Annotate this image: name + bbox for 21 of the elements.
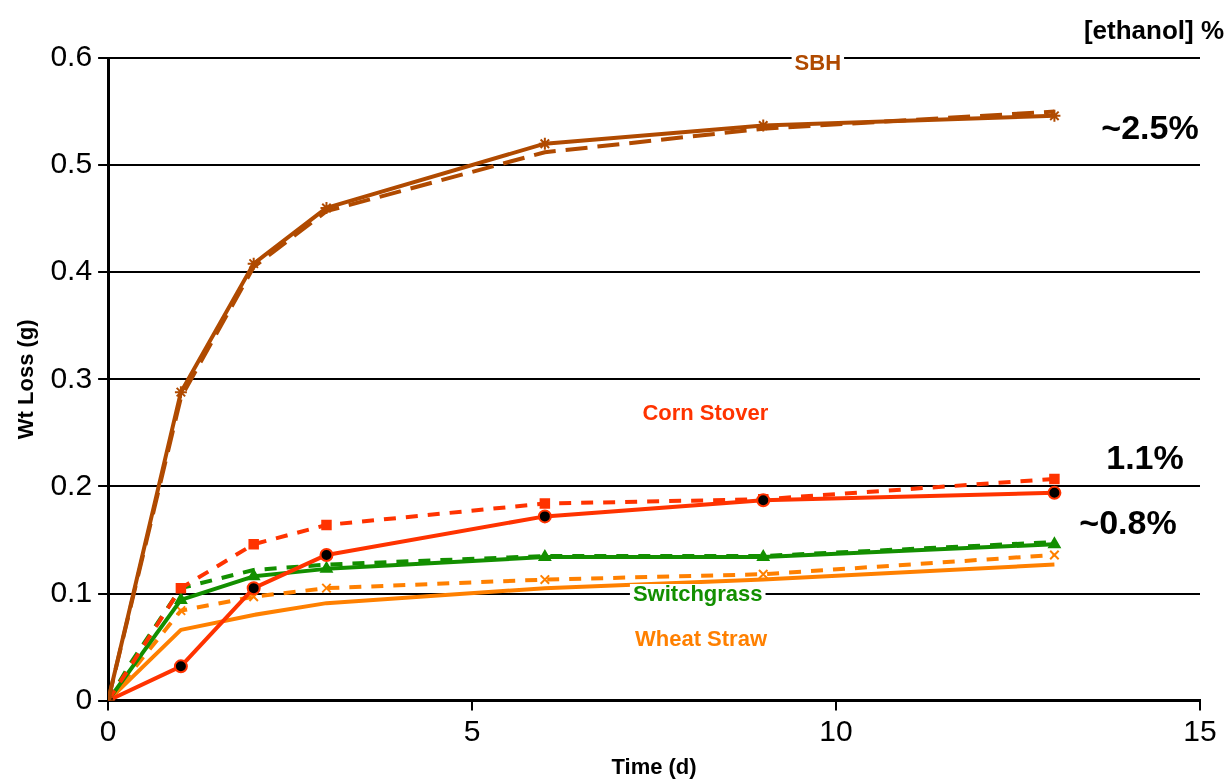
text: [ethanol] % bbox=[1083, 15, 1224, 46]
y-tick-label: 0.2 bbox=[50, 467, 93, 501]
y-tick-label: 0.5 bbox=[50, 146, 93, 180]
text: SBH bbox=[794, 49, 842, 75]
text: Corn Stover bbox=[642, 399, 769, 425]
annotation: ~2.5% bbox=[1101, 108, 1199, 147]
y-tick-label: 0 bbox=[75, 681, 93, 715]
x-tick-label: 0 bbox=[99, 713, 117, 747]
y-tick-label: 0.4 bbox=[50, 253, 93, 287]
x-tick-label: 10 bbox=[819, 713, 853, 747]
y-tick-label: 0.1 bbox=[50, 574, 93, 608]
x-axis-title: Time (d) bbox=[611, 753, 697, 779]
annotation: 1.1% bbox=[1106, 438, 1184, 477]
x-tick-label: 15 bbox=[1183, 713, 1217, 747]
series-label: Switchgrass bbox=[632, 581, 763, 607]
annotation: ~0.8% bbox=[1079, 503, 1177, 542]
y-tick-label: 0.6 bbox=[50, 39, 93, 73]
y-axis-title: Wt Loss (g) bbox=[13, 319, 39, 440]
x-tick-label: 5 bbox=[463, 713, 481, 747]
y-tick-label: 0.3 bbox=[50, 360, 93, 394]
series-label: Wheat Straw bbox=[634, 626, 768, 652]
